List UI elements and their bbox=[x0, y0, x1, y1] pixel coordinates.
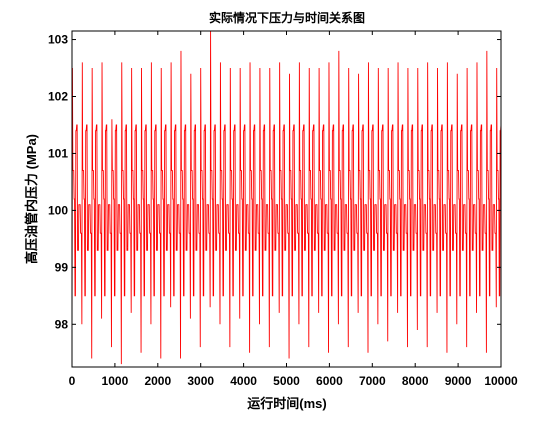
x-tick-label: 1000 bbox=[102, 374, 129, 388]
x-tick-label: 8000 bbox=[402, 374, 429, 388]
chart-title: 实际情况下压力与时间关系图 bbox=[209, 10, 365, 25]
x-tick-label: 6000 bbox=[316, 374, 343, 388]
x-tick-label: 9000 bbox=[445, 374, 472, 388]
y-tick-label: 99 bbox=[55, 260, 69, 274]
x-tick-label: 3000 bbox=[187, 374, 214, 388]
y-axis-label: 高压油管内压力 (MPa) bbox=[24, 134, 39, 264]
x-tick-label: 7000 bbox=[359, 374, 386, 388]
pressure-series-line bbox=[72, 31, 501, 365]
y-tick-label: 101 bbox=[48, 146, 68, 160]
x-tick-label: 2000 bbox=[144, 374, 171, 388]
x-tick-label: 10000 bbox=[484, 374, 518, 388]
x-axis-label: 运行时间(ms) bbox=[247, 396, 326, 411]
y-tick-label: 103 bbox=[48, 33, 68, 47]
y-axis-ticks: 98 99 100 101 102 103 bbox=[48, 33, 501, 331]
plot-area bbox=[72, 31, 501, 365]
x-axis-ticks: 0 1000 2000 3000 4000 5000 6000 7000 8000 9000 100… bbox=[69, 31, 518, 388]
y-tick-label: 98 bbox=[55, 317, 69, 331]
x-tick-label: 0 bbox=[69, 374, 76, 388]
y-tick-label: 100 bbox=[48, 203, 68, 217]
x-tick-label: 4000 bbox=[230, 374, 257, 388]
x-tick-label: 5000 bbox=[273, 374, 300, 388]
axes-frame bbox=[71, 30, 502, 368]
y-tick-label: 102 bbox=[48, 89, 68, 103]
